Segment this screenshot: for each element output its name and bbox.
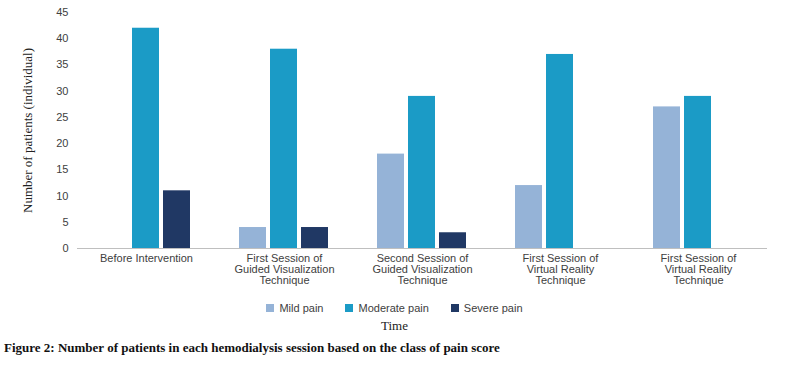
- svg-text:20: 20: [56, 137, 68, 149]
- svg-text:First Session ofVirtual Realit: First Session ofVirtual RealityTechnique: [523, 252, 600, 286]
- svg-text:25: 25: [56, 111, 68, 123]
- svg-text:5: 5: [62, 216, 68, 228]
- html-text:Severe pain: Severe pain: [463, 302, 523, 314]
- svg-text:35: 35: [56, 58, 68, 70]
- svg-text:15: 15: [56, 163, 68, 175]
- svg-text:40: 40: [56, 32, 68, 44]
- html-text:Mild pain: Mild pain: [279, 302, 324, 314]
- svg-text:Second Session ofGuided Visual: Second Session ofGuided VisualizationTec…: [372, 252, 472, 286]
- html-text:Figure 2: Number of patients i: Figure 2: Number of patients in each hem…: [4, 340, 500, 355]
- svg-text:30: 30: [56, 85, 68, 97]
- svg-text:45: 45: [56, 6, 68, 18]
- html-text:Time: Time: [381, 318, 408, 333]
- html-text:Moderate pain: Moderate pain: [358, 302, 429, 314]
- svg-text:First Session ofVirtual Realit: First Session ofVirtual RealityTechnique: [661, 252, 738, 286]
- svg-text:0: 0: [62, 242, 68, 254]
- svg-text:Number of patients (individual: Number of patients (individual): [20, 48, 35, 213]
- svg-text:Before Intervention: Before Intervention: [100, 252, 193, 264]
- svg-text:First Session ofGuided Visuali: First Session ofGuided VisualizationTech…: [234, 252, 334, 286]
- svg-text:10: 10: [56, 190, 68, 202]
